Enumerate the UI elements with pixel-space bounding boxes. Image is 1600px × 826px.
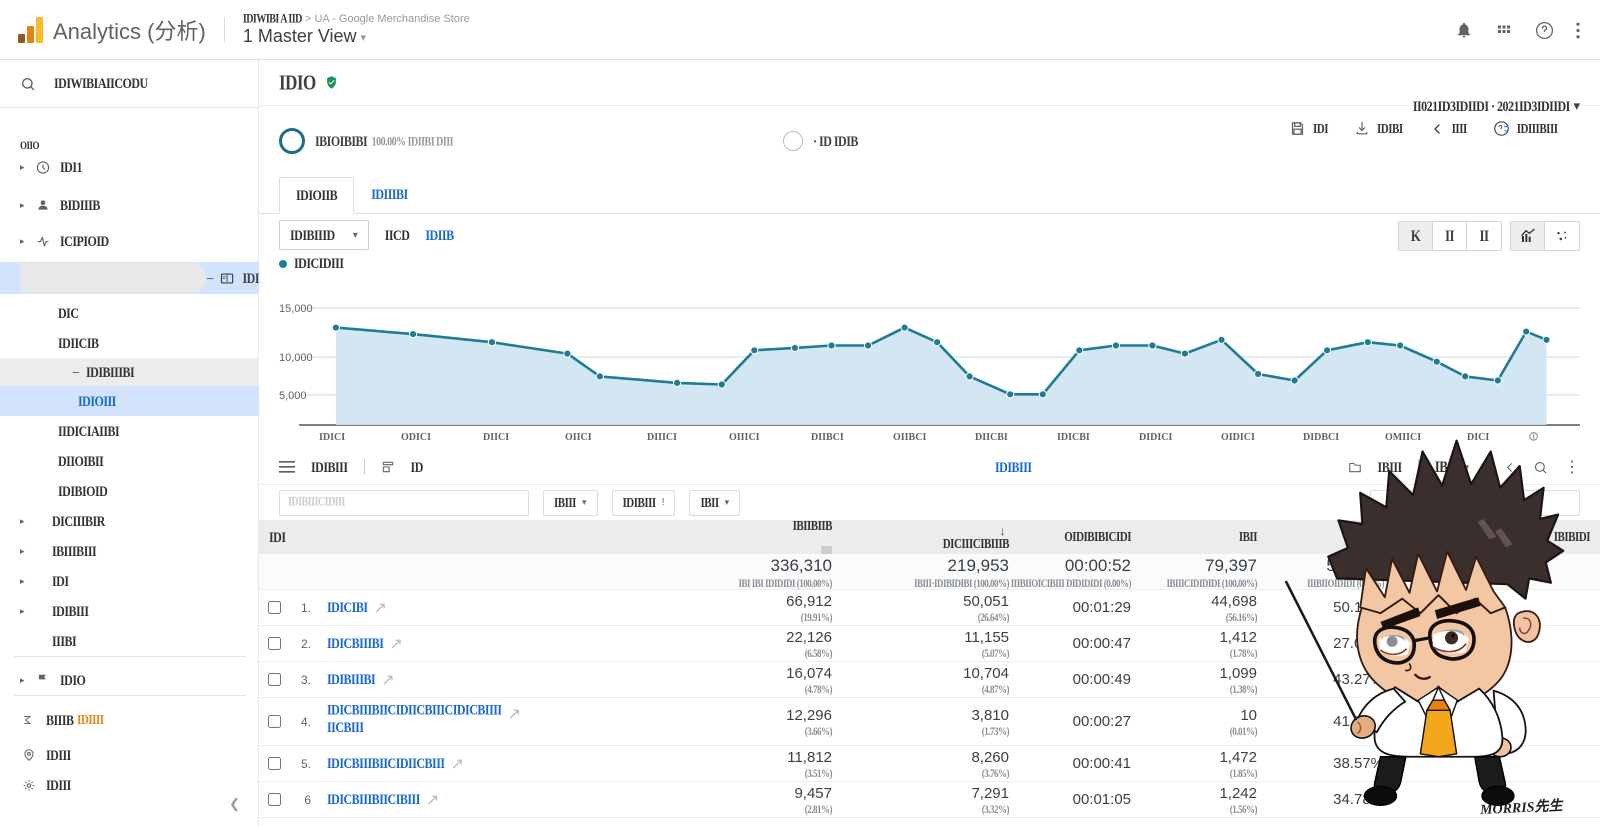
svg-text:OIIICI: OIIICI [729, 432, 760, 443]
svg-text:DIDICI: DIDICI [1139, 432, 1172, 443]
svg-text:15,000: 15,000 [279, 303, 313, 315]
svg-text:5,000: 5,000 [279, 390, 307, 402]
svg-text:DIICI: DIICI [483, 432, 509, 443]
svg-text:🛈: 🛈 [1529, 432, 1538, 442]
svg-text:DIDBCI: DIDBCI [1303, 432, 1339, 443]
svg-text:OMIICI: OMIICI [1385, 432, 1421, 443]
svg-text:DIIICI: DIIICI [647, 432, 677, 443]
svg-text:IDICBI: IDICBI [1057, 432, 1090, 443]
svg-text:OIICI: OIICI [565, 432, 592, 443]
svg-text:ODICI: ODICI [401, 432, 431, 443]
svg-text:DIICBI: DIICBI [975, 432, 1008, 443]
svg-text:IDICI: IDICI [319, 432, 345, 443]
svg-text:10,000: 10,000 [279, 352, 313, 364]
svg-text:OIIBCI: OIIBCI [893, 432, 926, 443]
svg-text:DICI: DICI [1467, 432, 1489, 443]
svg-text:OIDICI: OIDICI [1221, 432, 1255, 443]
svg-text:DIIBCI: DIIBCI [811, 432, 844, 443]
